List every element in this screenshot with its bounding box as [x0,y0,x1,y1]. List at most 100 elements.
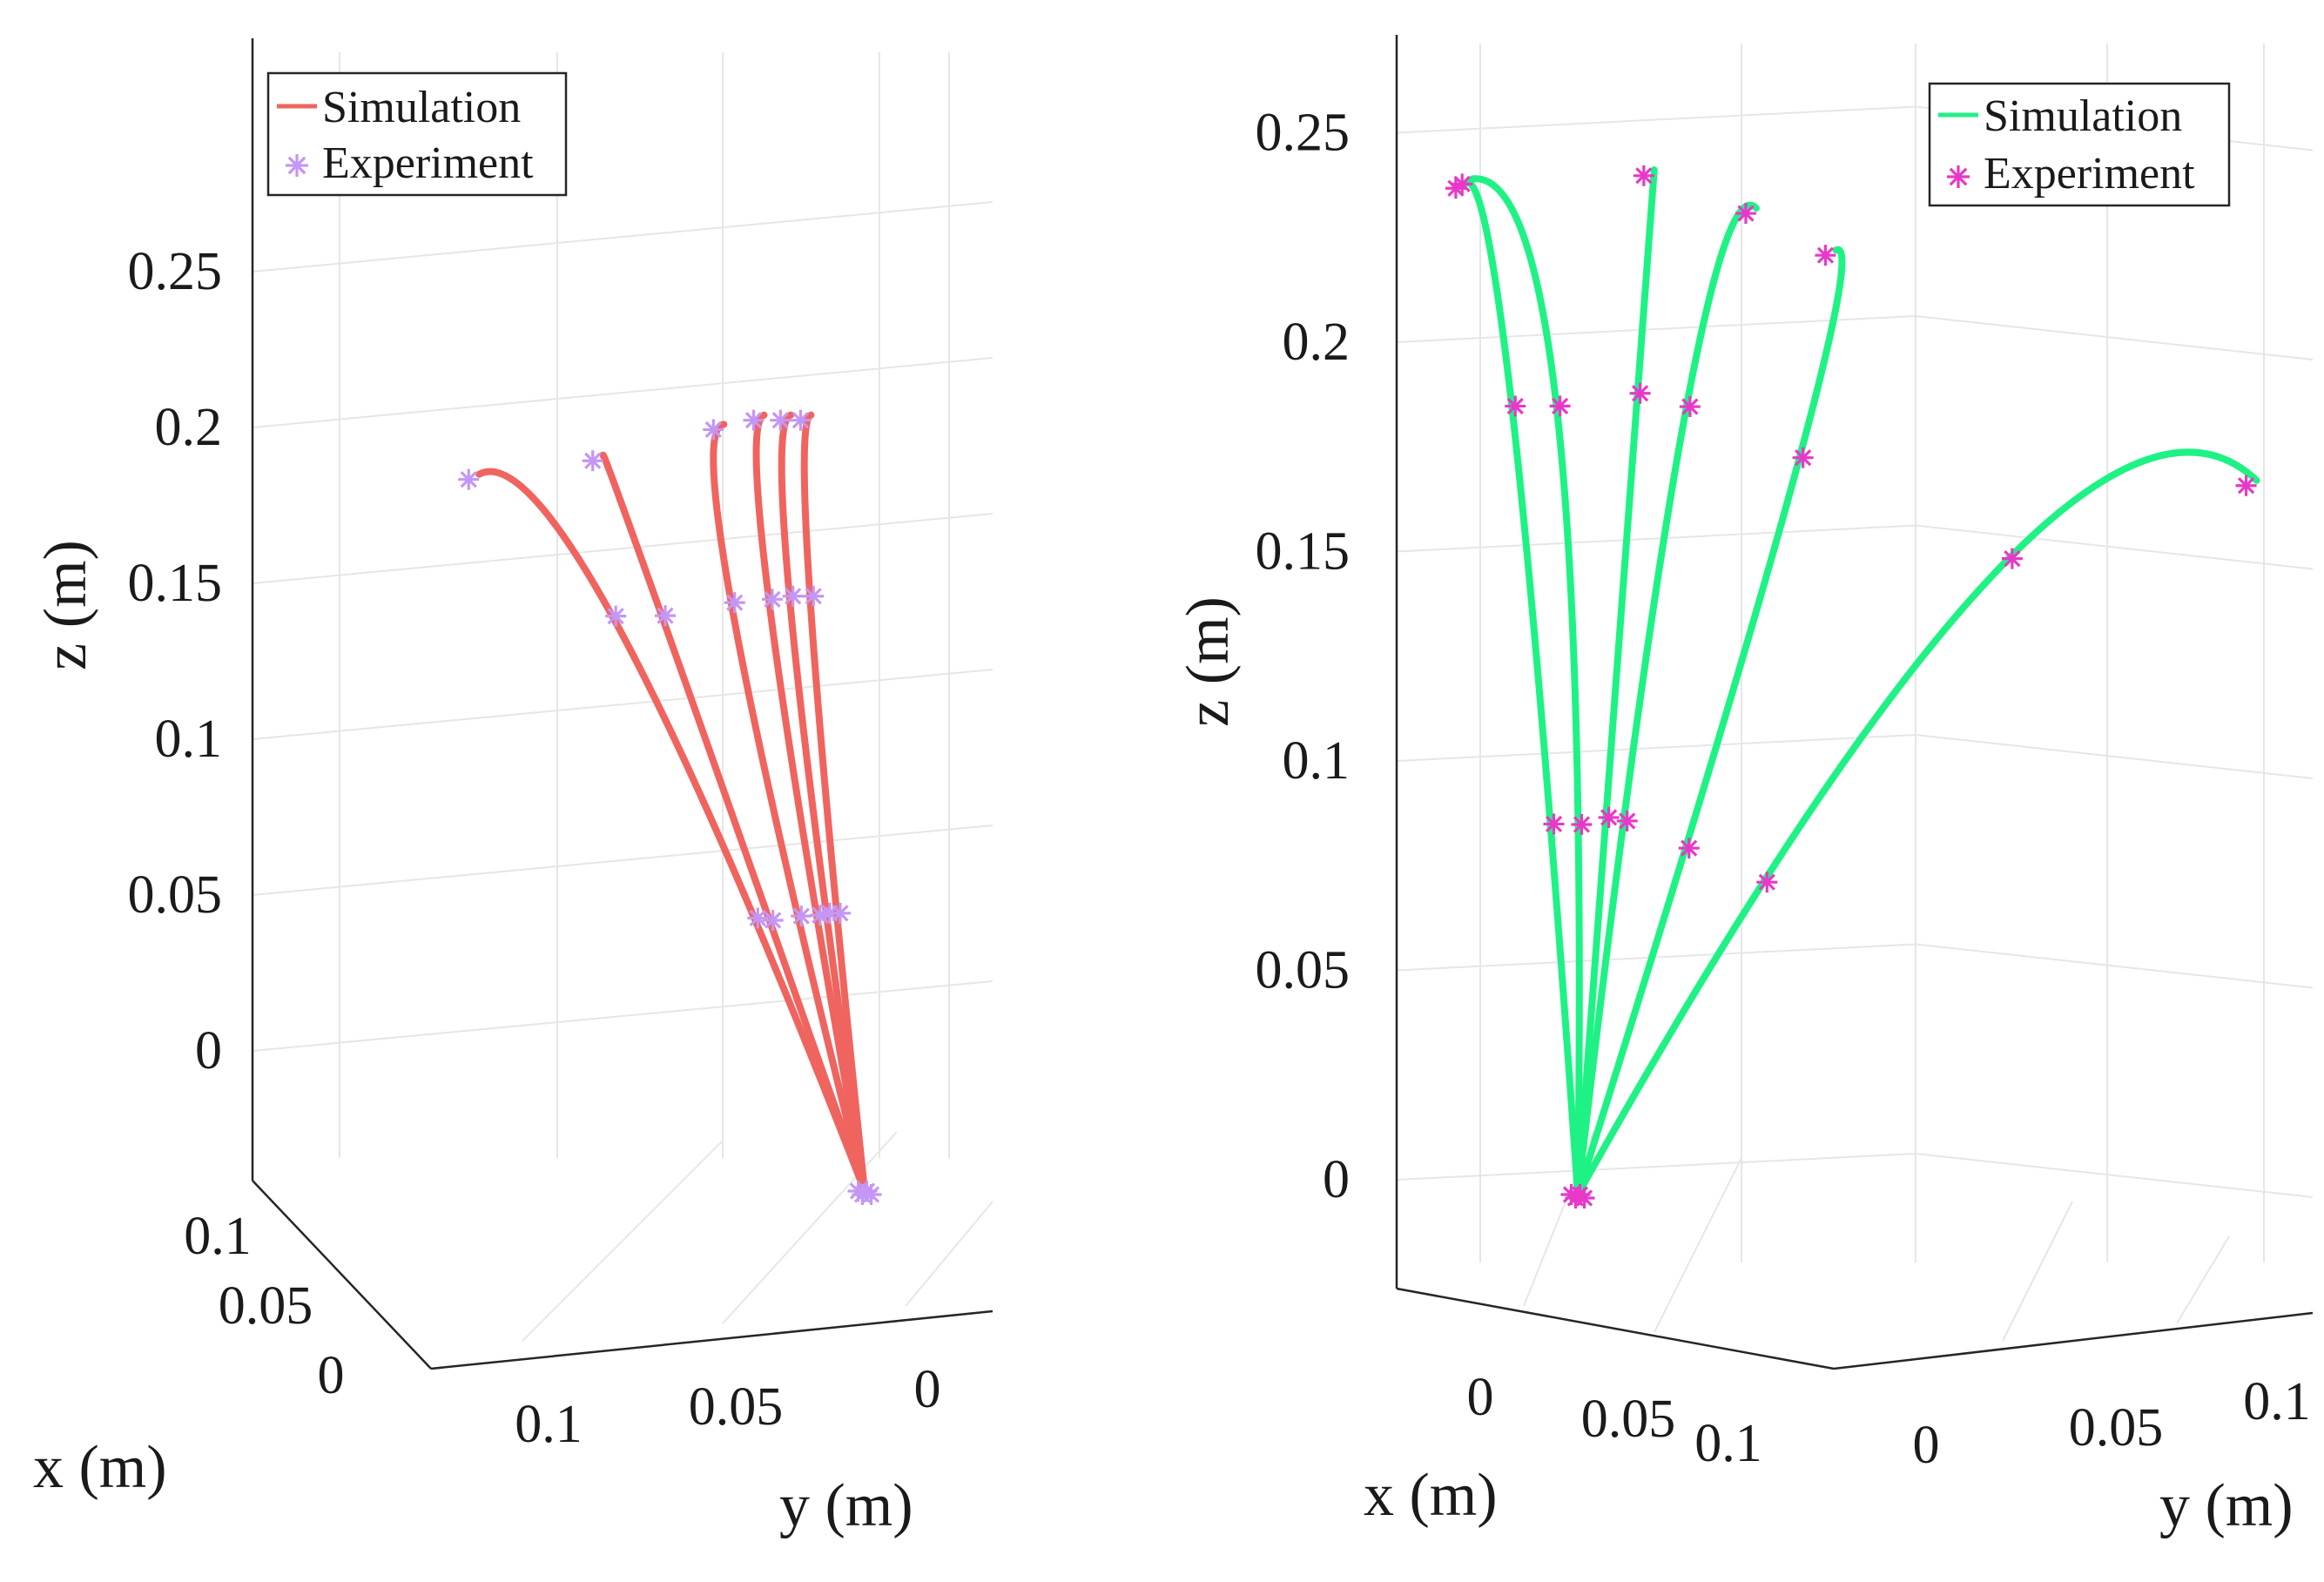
right-z-tick-label-0: 0 [1323,1150,1350,1209]
left-experiment-marker-2-1 [724,592,745,614]
left-experiment-marker-2-0-stroke [792,907,810,925]
right-simulation-curve-3 [1574,201,1760,1198]
left-simulation-lines [475,411,868,1195]
right-experiment-marker-0-1-stroke [1506,397,1524,415]
right-experiment-marker-0-1 [1505,395,1526,417]
right-z-tick-label-3: 0.15 [1256,522,1351,582]
left-experiment-marker-1-1 [654,605,676,627]
left-experiment-marker-4-1-stroke [785,588,802,605]
right-experiment-marker-5-2 [2235,475,2257,496]
left-experiment-marker-5-1 [803,585,825,607]
left-zgrid-4 [252,357,994,428]
right-experiment-marker-5-1 [2001,548,2023,569]
right-experiment-marker-4-0-stroke [1681,839,1698,857]
right-x-tick-label-2: 0.1 [1694,1414,1762,1473]
left-legend-star-icon [286,154,308,177]
left-experiment-marker-0-1 [605,605,627,627]
right-z-tick-label-1: 0.05 [1256,941,1351,1000]
left-legend-experiment-label: Experiment [322,138,534,188]
right-zgrid-4 [1396,314,2314,360]
left-simulation-curve-4 [778,411,868,1195]
left-floor-grid-1 [722,1131,898,1324]
left-simulation-curve-3 [752,411,868,1195]
right-grid [1396,44,2314,1342]
right-legend: Simulation Experiment [1928,82,2231,207]
left-zgrid-5 [252,201,994,273]
left-experiment-marker-5-2 [790,409,812,431]
left-experiment-markers [458,409,882,1205]
right-y-axis [1833,1311,2314,1370]
left-xlabel: x (m) [33,1434,167,1501]
right-simulation-lines [1462,166,2260,1198]
right-experiment-marker-5-1-stroke [2004,550,2021,568]
left-experiment-marker-2-2-stroke [704,421,722,439]
left-experiment-marker-5-1-stroke [805,588,822,605]
left-x-tick-label-0: 0 [318,1346,345,1405]
right-axes [1395,35,2314,1370]
right-experiment-marker-1-1-stroke [1551,397,1569,414]
left-experiment-marker-1-0-stroke [765,912,782,929]
left-z-tick-label-2: 0.1 [155,710,223,769]
left-experiment-marker-5-2-stroke [792,412,810,429]
left-z-tick-label-1: 0.05 [128,865,223,925]
right-experiment-marker-3-1 [1679,396,1701,418]
right-floor-grid-3 [2176,1235,2230,1324]
left-experiment-marker-1-2 [582,450,603,472]
right-experiment-marker-0-0 [1543,813,1565,835]
left-experiment-marker-0-1-stroke [607,607,624,625]
right-experiment-marker-2-2-stroke [1635,167,1653,185]
left-experiment-marker-0-2-stroke [460,471,477,488]
right-legend-star-icon-stroke [1949,167,1968,186]
left-axes [251,38,994,1370]
left-experiment-marker-4-2 [770,409,792,431]
right-experiment-marker-4-2 [1815,245,1836,266]
left-experiment-marker-4-2-stroke [771,412,789,429]
left-floor-grid-0 [522,1140,724,1342]
left-experiment-marker-1-0 [762,910,784,932]
right-x-tick-label-0: 0 [1467,1368,1494,1427]
left-experiment-marker-0-0 [747,907,769,929]
right-legend-simulation-label: Simulation [1984,91,2182,141]
left-legend-simulation-label: Simulation [322,83,521,132]
right-experiment-marker-5-0-stroke [1758,873,1775,891]
left-experiment-marker-0-0-stroke [749,909,766,927]
left-x-tick-label-1: 0.05 [219,1276,313,1336]
right-experiment-marker-1-2 [1452,173,1473,195]
right-y-tick-label-1: 0.05 [2069,1398,2164,1457]
right-experiment-marker-1-0 [1571,813,1593,835]
right-experiment-marker-2-2 [1633,165,1654,186]
left-legend-experiment-swatch [286,154,308,177]
right-simulation-curve-2 [1574,166,1658,1198]
left-experiment-marker-1-2-stroke [584,452,602,469]
right-zgrid-1 [1396,943,2314,989]
left-simulation-curve-0 [475,468,868,1195]
right-floor-grid-2 [2002,1201,2073,1342]
left-z-tick-label-5: 0.25 [128,242,223,301]
left-experiment-marker-3-2-stroke [744,412,763,429]
right-experiment-base-marker-3 [1573,1188,1595,1208]
right-experiment-marker-3-2-stroke [1737,205,1755,222]
left-experiment-marker-4-1 [782,585,804,607]
left-experiment-marker-2-0 [791,905,812,927]
left-experiment-marker-1-1-stroke [657,607,674,624]
right-experiment-marker-2-0-stroke [1600,809,1618,826]
right-ticks: 0 0.05 0.1 0.15 0.2 0.25 0 0.05 0.1 0 0.05 0.1 [1256,104,2311,1476]
right-ylabel: y (m) [2159,1472,2294,1539]
left-z-tick-label-4: 0.2 [155,398,223,457]
right-experiment-marker-2-1 [1629,382,1651,404]
right-experiment-base-marker-3-stroke [1575,1189,1593,1207]
left-simulation-curve-1 [599,451,868,1195]
left-x-tick-label-2: 0.1 [184,1207,252,1266]
right-x-tick-label-1: 0.05 [1581,1390,1676,1449]
left-experiment-marker-3-1 [761,589,783,610]
right-experiment-marker-3-0-stroke [1619,812,1636,830]
left-zgrid-3 [252,513,994,584]
left-experiment-marker-5-0 [829,902,851,924]
right-experiment-marker-3-0 [1616,810,1638,831]
right-experiment-marker-4-1 [1792,447,1814,468]
left-experiment-marker-2-2 [703,419,724,441]
left-floor-grid-2 [905,1201,994,1307]
